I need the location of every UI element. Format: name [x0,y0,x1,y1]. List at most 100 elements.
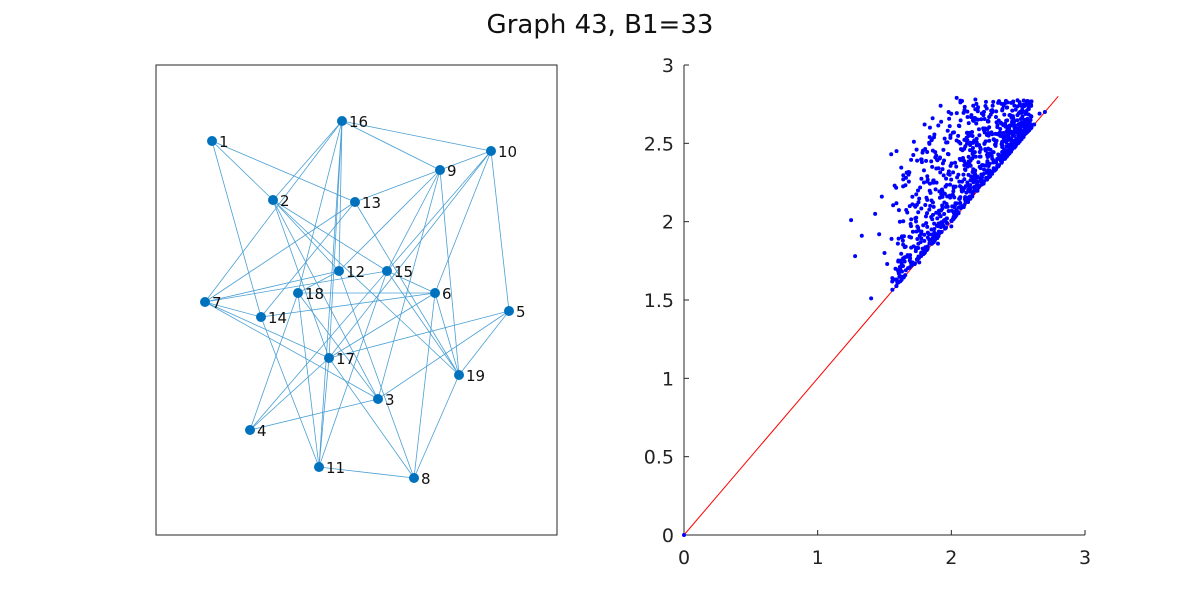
scatter-point [925,177,930,182]
graph-edge-15-7 [204,270,388,303]
x-tick-label: 1 [812,547,824,569]
scatter-point [956,133,961,138]
scatter-point [915,224,920,229]
graph-edge-19-8 [413,374,460,479]
scatter-point [1019,134,1024,139]
scatter-point [944,140,949,145]
scatter-point [948,133,953,138]
scatter-point [909,235,914,240]
graph-edge-5-17 [328,310,510,359]
graph-edge-10-5 [490,150,510,312]
scatter-point [949,161,954,166]
scatter-point [1011,133,1016,138]
graph-node-11 [314,462,324,472]
scatter-point [894,185,899,190]
scatter-point [1029,125,1034,130]
graph-node-17 [324,353,334,363]
graph-node-1 [207,136,217,146]
scatter-point [951,170,956,175]
scatter-point [1011,99,1016,104]
graph-edge-1-14 [211,140,262,318]
scatter-point [927,125,932,130]
scatter-point [933,187,938,192]
scatter-point [972,116,977,121]
scatter-point [962,137,967,142]
scatter-point [882,251,887,255]
graph-edge-16-7 [204,120,343,303]
scatter-point [1008,113,1013,118]
graph-edge-18-3 [297,292,379,400]
graph-node-label-3: 3 [385,391,395,409]
scatter-point [919,176,924,181]
scatter-point [961,172,966,177]
scatter-point [929,232,934,237]
graph-node-label-13: 13 [362,194,381,212]
scatter-point [1005,137,1010,142]
graph-edge-16-18 [297,120,343,294]
scatter-point [906,179,911,184]
scatter-point [908,253,913,258]
graph-edge-15-19 [386,270,460,376]
scatter-point [970,145,975,150]
scatter-point [896,236,901,241]
scatter-point [924,221,929,226]
graph-edge-10-6 [434,150,492,294]
graph-node-16 [337,116,347,126]
scatter-point [924,195,929,200]
scatter-point [901,173,906,178]
scatter-point [945,128,950,133]
scatter-point [910,202,915,207]
graph-node-label-6: 6 [442,285,452,303]
graph-node-4 [245,425,255,435]
scatter-point [947,124,952,129]
scatter-point [956,123,961,128]
scatter-point [977,154,982,159]
scatter-point [974,101,979,106]
graph-edge-17-4 [249,357,330,431]
scatter-point [899,235,904,240]
scatter-point [869,296,874,301]
scatter-point [986,175,991,180]
graph-edge-12-18 [297,270,340,294]
scatter-point [950,130,955,135]
scatter-point [932,227,937,232]
scatter-point [915,158,920,163]
graph-node-14 [256,312,266,322]
scatter-point [958,118,963,123]
x-tick-label: 2 [945,547,957,569]
scatter-point [962,146,967,151]
scatter-point [1022,103,1027,108]
scatter-point [935,216,940,221]
graph-edge-16-12 [338,120,343,272]
scatter-point [937,195,942,200]
scatter-point [903,273,908,278]
scatter-point [903,175,908,180]
graph-edge-15-4 [249,270,388,431]
scatter-point [925,174,930,179]
scatter-point [1010,147,1015,152]
scatter-point [935,236,940,241]
graph-edge-13-19 [354,201,460,376]
scatter-point [929,198,934,203]
scatter-point [889,152,894,157]
scatter-point [925,246,930,251]
scatter-point [992,138,997,143]
graph-edge-6-14 [260,292,436,318]
scatter-point [930,180,935,185]
scatter-point [979,117,984,122]
scatter-point [962,104,967,109]
graph-edge-7-14 [204,301,262,318]
scatter-point [923,202,928,207]
scatter-point [942,158,947,163]
scatter-point [968,196,973,201]
scatter-point [982,117,987,122]
scatter-point [885,261,890,266]
scatter-point [966,159,971,164]
graph-panel-frame [155,64,558,536]
graph-node-label-9: 9 [447,162,457,180]
scatter-point [928,203,933,208]
scatter-point [986,146,991,151]
scatter-point [972,186,977,191]
scatter-point [1011,130,1016,135]
